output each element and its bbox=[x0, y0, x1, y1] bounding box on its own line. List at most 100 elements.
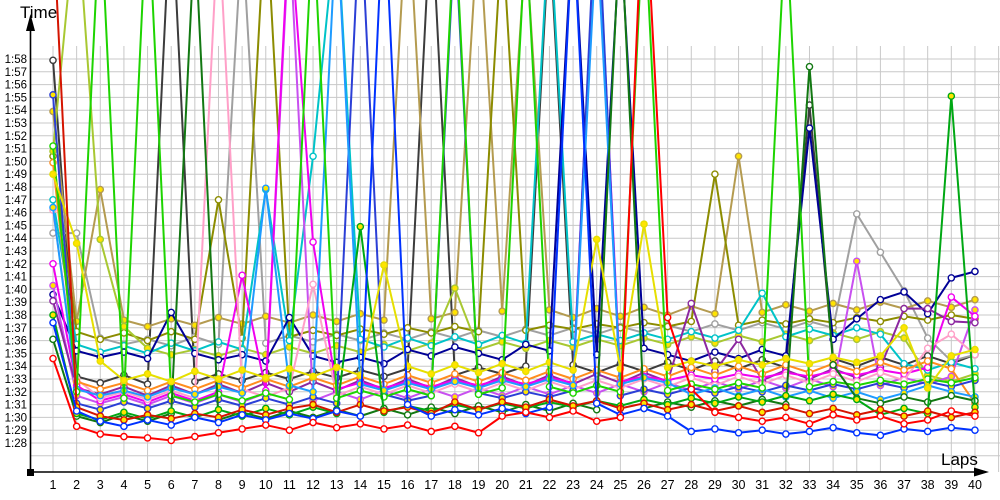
data-point bbox=[734, 326, 743, 335]
data-point bbox=[852, 210, 861, 218]
data-point bbox=[191, 367, 199, 376]
y-tick-label: 1:50 bbox=[5, 156, 27, 168]
data-point bbox=[900, 404, 908, 413]
x-tick-label: 20 bbox=[495, 478, 509, 492]
data-point bbox=[49, 311, 57, 319]
x-tick-label: 27 bbox=[661, 478, 675, 492]
data-point bbox=[734, 362, 743, 371]
x-tick-label: 1 bbox=[50, 478, 57, 492]
data-point bbox=[829, 299, 837, 308]
data-point bbox=[947, 352, 956, 360]
data-point bbox=[49, 195, 57, 204]
data-point bbox=[261, 421, 270, 429]
y-tick-label: 1:47 bbox=[5, 195, 27, 207]
data-point bbox=[96, 185, 105, 194]
y-tick-label: 1:52 bbox=[5, 131, 27, 143]
x-tick-label: 38 bbox=[921, 478, 935, 492]
data-point bbox=[167, 377, 175, 386]
data-point bbox=[829, 361, 837, 369]
data-point bbox=[947, 274, 956, 282]
data-point bbox=[876, 248, 885, 257]
y-tick-label: 1:34 bbox=[5, 361, 28, 373]
data-point bbox=[49, 318, 57, 327]
x-tick-label: 26 bbox=[637, 478, 651, 492]
x-tick-label: 3 bbox=[97, 478, 104, 492]
data-point bbox=[120, 416, 128, 424]
data-point bbox=[49, 354, 57, 363]
data-point bbox=[971, 318, 979, 327]
series-line-red bbox=[52, 0, 976, 442]
data-point bbox=[734, 413, 743, 422]
data-point bbox=[923, 334, 932, 342]
y-tick-label: 1:37 bbox=[5, 323, 27, 335]
x-tick-label: 39 bbox=[944, 478, 958, 492]
data-point bbox=[805, 382, 814, 391]
x-tick-label: 29 bbox=[708, 478, 722, 492]
data-point bbox=[49, 142, 57, 150]
data-point bbox=[238, 396, 246, 405]
data-point bbox=[947, 317, 956, 326]
data-point bbox=[403, 411, 412, 419]
data-point bbox=[947, 311, 956, 319]
x-tick-label: 18 bbox=[448, 478, 462, 492]
data-point bbox=[947, 364, 956, 373]
data-point bbox=[852, 395, 861, 404]
data-point bbox=[191, 432, 199, 441]
series-line-sky-blue bbox=[52, 0, 976, 401]
data-point bbox=[971, 426, 979, 435]
data-point bbox=[592, 417, 601, 426]
data-point bbox=[285, 364, 294, 373]
data-point bbox=[663, 412, 672, 420]
data-point bbox=[261, 373, 270, 382]
data-point bbox=[805, 124, 814, 132]
x-tick-label: 4 bbox=[120, 478, 127, 492]
y-tick-label: 1:39 bbox=[5, 297, 27, 309]
data-point bbox=[782, 430, 790, 438]
data-point bbox=[734, 372, 743, 381]
x-tick-label: 23 bbox=[566, 478, 580, 492]
data-point bbox=[49, 170, 57, 178]
data-point bbox=[947, 372, 956, 381]
y-tick-labels: 1:281:291:301:311:321:331:341:351:361:37… bbox=[5, 54, 28, 450]
x-axis-title: Laps bbox=[941, 450, 978, 469]
y-tick-label: 1:45 bbox=[5, 220, 27, 232]
y-tick-label: 1:44 bbox=[5, 233, 28, 245]
data-point bbox=[356, 412, 365, 420]
y-tick-label: 1:30 bbox=[5, 412, 27, 424]
data-point bbox=[285, 395, 294, 404]
data-point bbox=[782, 413, 790, 422]
data-point bbox=[852, 315, 861, 323]
data-point bbox=[143, 354, 152, 363]
data-point bbox=[191, 413, 199, 422]
data-point bbox=[947, 92, 956, 100]
data-point bbox=[711, 408, 719, 417]
data-point bbox=[900, 393, 908, 401]
data-point bbox=[758, 308, 767, 317]
data-point bbox=[309, 280, 317, 289]
data-point bbox=[947, 423, 956, 432]
data-point bbox=[498, 359, 506, 368]
data-point bbox=[451, 332, 459, 341]
data-point bbox=[403, 323, 412, 332]
data-point bbox=[451, 422, 459, 431]
series-line-olive bbox=[52, 0, 976, 342]
data-point bbox=[852, 335, 861, 344]
data-point bbox=[261, 184, 270, 193]
data-point bbox=[687, 317, 696, 326]
y-tick-label: 1:58 bbox=[5, 54, 27, 66]
data-point bbox=[829, 390, 837, 399]
data-point bbox=[427, 412, 436, 420]
series-line-scarlet bbox=[55, 0, 976, 421]
data-point bbox=[852, 381, 861, 390]
data-point bbox=[734, 355, 743, 364]
data-point bbox=[167, 407, 175, 415]
data-point bbox=[923, 384, 932, 392]
data-point bbox=[805, 359, 814, 368]
data-point bbox=[309, 400, 317, 409]
data-point bbox=[711, 334, 719, 342]
data-point bbox=[238, 271, 246, 280]
data-point bbox=[852, 428, 861, 437]
data-point bbox=[923, 363, 932, 372]
y-axis-title: Time bbox=[20, 3, 58, 22]
